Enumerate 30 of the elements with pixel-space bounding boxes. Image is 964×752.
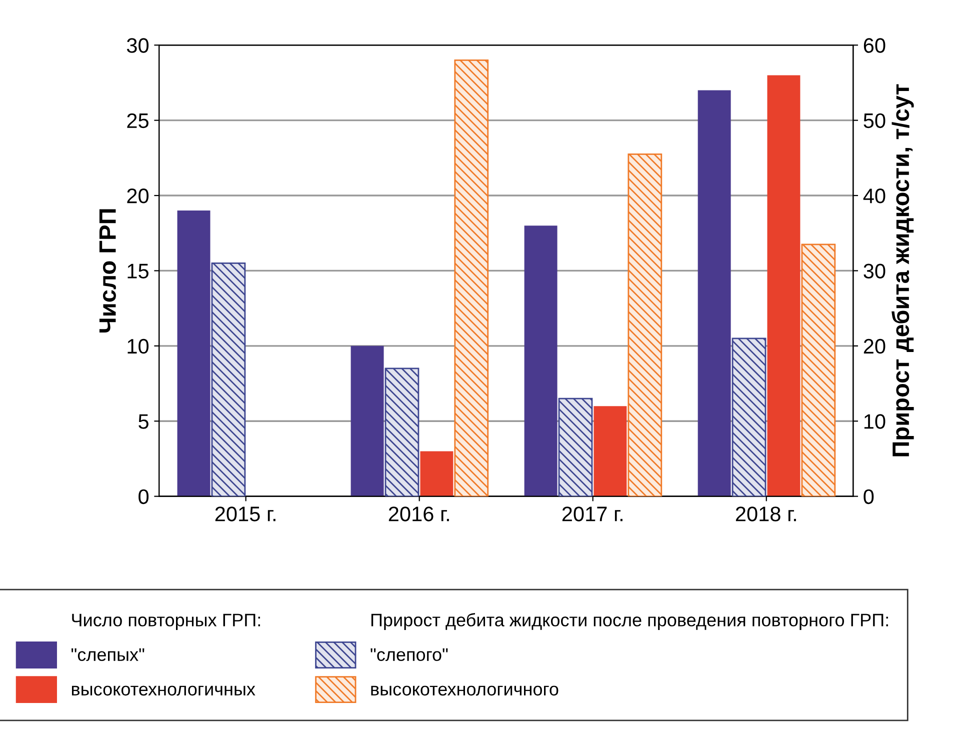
y-tick-label: 20: [127, 188, 149, 204]
text: Число повторных ГРП:: [72, 614, 260, 630]
x-tick-label: 2017 г.: [562, 506, 622, 522]
y-tick-label: 5: [138, 414, 148, 429]
legend-label: высокотехнологичных: [72, 686, 256, 696]
y2-tick-label: 30: [864, 264, 886, 278]
y-axis-title: Число ГРП: [99, 209, 116, 332]
bar: [454, 59, 489, 496]
y2-tick-label: 60: [864, 38, 886, 53]
text: Прирост дебита жидкости после проведения повторного ГРП:: [371, 613, 888, 630]
y2-tick-label: 0: [864, 489, 874, 504]
y-tick-label: 30: [126, 38, 149, 53]
x-tick-label: 2016 г.: [388, 506, 449, 522]
y2-tick-label: 10: [864, 414, 886, 429]
y-tick-label: 10: [128, 338, 149, 354]
y-tick-label: 0: [138, 489, 149, 504]
y2-tick-label: 40: [863, 188, 886, 204]
bar: [628, 153, 662, 496]
bar: [698, 90, 731, 496]
bar: [524, 226, 558, 496]
legend-label: высокотехнологичного: [371, 686, 558, 696]
x-tick-label: 2018 г.: [736, 506, 796, 522]
y-tick-label: 25: [127, 113, 148, 128]
y2-tick-label: 50: [864, 113, 886, 128]
y-tick-label: 15: [128, 264, 148, 278]
x-tick-label: 2015 г.: [215, 506, 276, 522]
y2-axis-title: Прирост дебита жидкости, т/сут: [892, 84, 914, 456]
legend-label: "слепого": [370, 648, 448, 662]
y2-tick-label: 20: [864, 338, 886, 354]
legend-label: "слепых": [72, 648, 144, 662]
